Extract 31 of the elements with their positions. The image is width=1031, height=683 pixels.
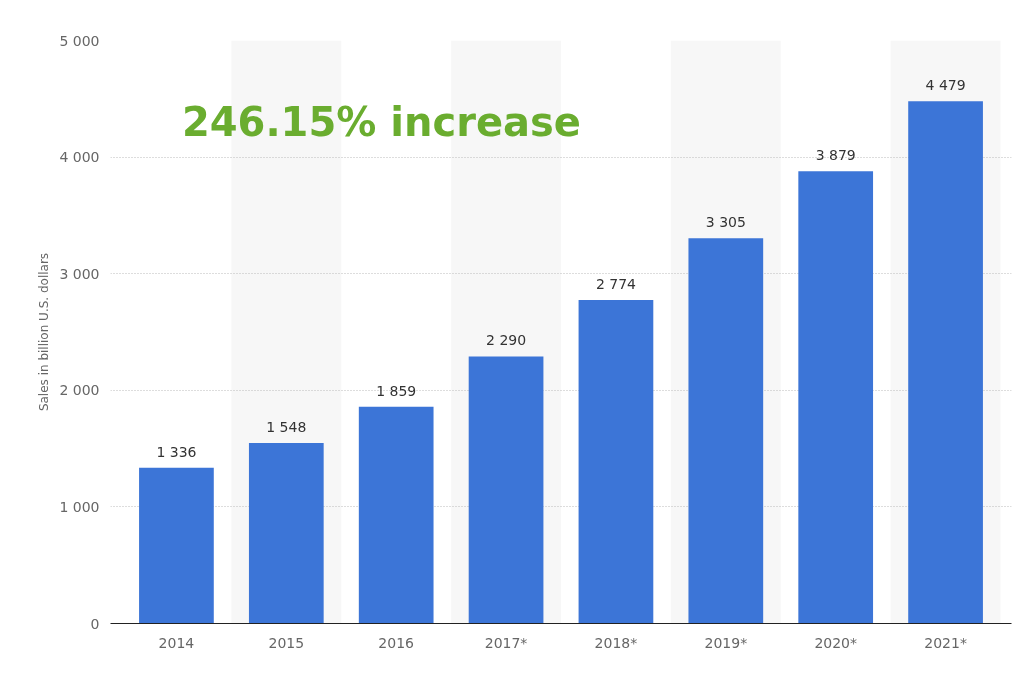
data-label: 1 336: [156, 443, 197, 460]
bar: [358, 406, 434, 624]
x-tick-label: 2019*: [704, 634, 748, 651]
data-label: 4 479: [925, 77, 966, 94]
x-tick-label: 2018*: [594, 634, 638, 651]
bar: [468, 356, 544, 624]
bar: [578, 300, 654, 624]
y-tick-label: 4 000: [59, 149, 100, 166]
y-tick-label: 3 000: [59, 265, 100, 282]
data-label: 1 548: [266, 419, 307, 435]
x-tick-label: 2014: [158, 634, 195, 651]
x-tick-label: 2015: [268, 634, 305, 651]
y-tick-label: 5 000: [59, 32, 100, 49]
bar: [248, 443, 324, 624]
x-tick-label: 2016: [378, 634, 415, 651]
annotation: 246.15% increase: [181, 99, 581, 146]
x-tick-label: 2020*: [814, 634, 858, 651]
x-tick-label: 2017*: [484, 634, 528, 651]
x-tick-label: 2021*: [924, 634, 967, 651]
y-axis-title: Sales in billion U.S. dollars: [37, 252, 52, 412]
data-label: 2 774: [595, 276, 637, 293]
data-label: 3 879: [815, 147, 856, 164]
bar: [798, 171, 874, 624]
data-label: 2 290: [486, 332, 527, 349]
y-tick-label: 2 000: [59, 382, 100, 399]
bar: [688, 238, 764, 624]
data-label: 1 859: [376, 382, 417, 399]
y-tick-label: 0: [90, 615, 100, 632]
y-tick-label: 1 000: [59, 498, 100, 515]
bar: [139, 467, 214, 624]
data-label: 3 305: [705, 214, 746, 231]
